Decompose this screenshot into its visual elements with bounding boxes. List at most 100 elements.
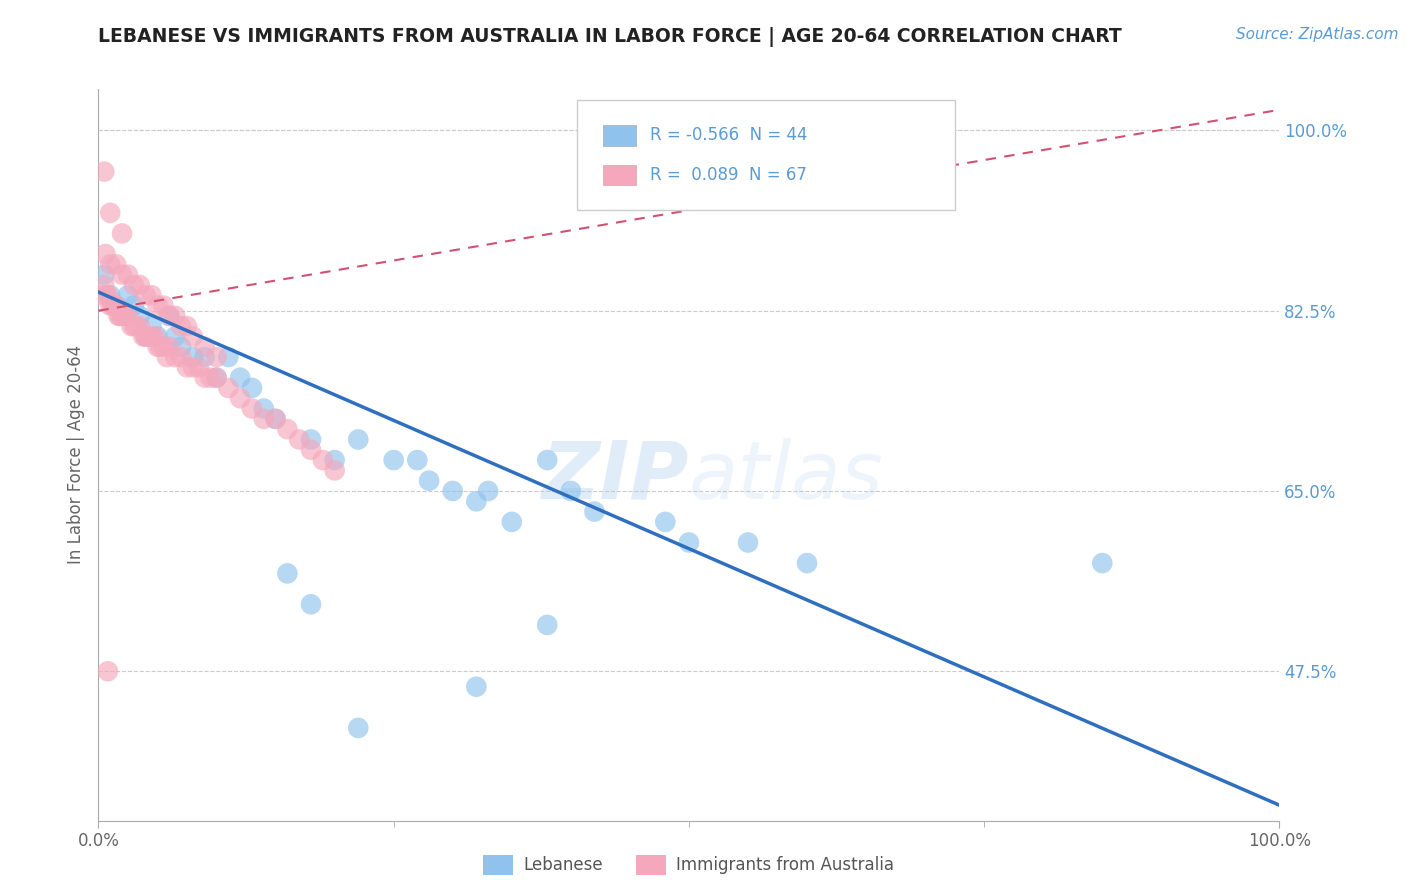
Point xyxy=(165,309,187,323)
Point xyxy=(156,350,179,364)
Point xyxy=(165,350,187,364)
Point xyxy=(111,268,134,282)
Text: R = -0.566  N = 44: R = -0.566 N = 44 xyxy=(650,127,807,145)
Point xyxy=(128,309,150,323)
Point xyxy=(465,494,488,508)
Point xyxy=(253,412,276,426)
Point xyxy=(157,309,180,323)
Point xyxy=(107,309,129,323)
Point xyxy=(94,247,117,261)
Point xyxy=(477,483,499,498)
Point xyxy=(121,319,143,334)
Legend: Lebanese, Immigrants from Australia: Lebanese, Immigrants from Australia xyxy=(477,848,901,882)
Point xyxy=(111,309,134,323)
Point xyxy=(217,381,239,395)
Point xyxy=(152,340,174,354)
Point xyxy=(276,566,298,581)
Point xyxy=(98,257,121,271)
Point xyxy=(465,680,488,694)
Text: ZIP: ZIP xyxy=(541,438,689,516)
Point xyxy=(194,340,217,354)
Point xyxy=(176,319,198,334)
Point xyxy=(299,597,322,611)
Point xyxy=(560,483,582,498)
Y-axis label: In Labor Force | Age 20-64: In Labor Force | Age 20-64 xyxy=(66,345,84,565)
Point xyxy=(135,329,157,343)
Point xyxy=(165,329,187,343)
Point xyxy=(111,309,134,323)
Point xyxy=(98,206,121,220)
Point xyxy=(122,319,145,334)
Point xyxy=(205,370,228,384)
Point xyxy=(312,453,335,467)
Bar xyxy=(603,164,636,185)
Point xyxy=(205,370,228,384)
Point xyxy=(105,257,128,271)
Point xyxy=(112,309,135,323)
Point xyxy=(135,329,157,343)
Point xyxy=(122,299,145,313)
Text: Source: ZipAtlas.com: Source: ZipAtlas.com xyxy=(1236,27,1399,42)
Point xyxy=(170,350,193,364)
Point xyxy=(299,433,322,447)
Point xyxy=(101,299,124,313)
Point xyxy=(141,288,163,302)
Point xyxy=(264,412,287,426)
Point xyxy=(149,340,172,354)
Point xyxy=(146,299,169,313)
Point xyxy=(93,268,115,282)
Point xyxy=(141,329,163,343)
Point xyxy=(323,463,346,477)
Point xyxy=(737,535,759,549)
Point xyxy=(299,442,322,457)
Point xyxy=(122,277,145,292)
Point xyxy=(135,288,157,302)
Point xyxy=(97,288,120,302)
Text: LEBANESE VS IMMIGRANTS FROM AUSTRALIA IN LABOR FORCE | AGE 20-64 CORRELATION CHA: LEBANESE VS IMMIGRANTS FROM AUSTRALIA IN… xyxy=(98,27,1122,46)
Point xyxy=(536,453,558,467)
Point xyxy=(98,299,121,313)
Point xyxy=(98,288,121,302)
Point xyxy=(152,299,174,313)
Point xyxy=(347,721,370,735)
Point xyxy=(229,391,252,405)
Point xyxy=(382,453,405,467)
Point xyxy=(229,370,252,384)
Point xyxy=(170,319,193,334)
Bar xyxy=(603,125,636,145)
Point xyxy=(583,505,606,519)
Point xyxy=(91,288,114,302)
Point xyxy=(128,277,150,292)
Point xyxy=(136,329,159,343)
Point xyxy=(678,535,700,549)
Point xyxy=(181,350,204,364)
Point xyxy=(111,227,134,241)
Point xyxy=(176,360,198,375)
Point xyxy=(93,164,115,178)
Point xyxy=(194,370,217,384)
Point xyxy=(132,329,155,343)
Point xyxy=(97,665,120,679)
Point xyxy=(146,340,169,354)
Point xyxy=(141,319,163,334)
Point xyxy=(217,350,239,364)
Point xyxy=(103,299,125,313)
Point xyxy=(157,309,180,323)
Point xyxy=(1091,556,1114,570)
Point xyxy=(200,370,222,384)
Point xyxy=(205,350,228,364)
Point xyxy=(108,309,131,323)
Point xyxy=(288,433,311,447)
Point xyxy=(347,433,370,447)
Point xyxy=(181,329,204,343)
Point xyxy=(323,453,346,467)
Point xyxy=(536,618,558,632)
Point xyxy=(654,515,676,529)
Point xyxy=(105,299,128,313)
Point xyxy=(181,360,204,375)
Point xyxy=(125,319,148,334)
Point xyxy=(501,515,523,529)
Point xyxy=(117,268,139,282)
Point xyxy=(157,340,180,354)
Point xyxy=(105,299,128,313)
